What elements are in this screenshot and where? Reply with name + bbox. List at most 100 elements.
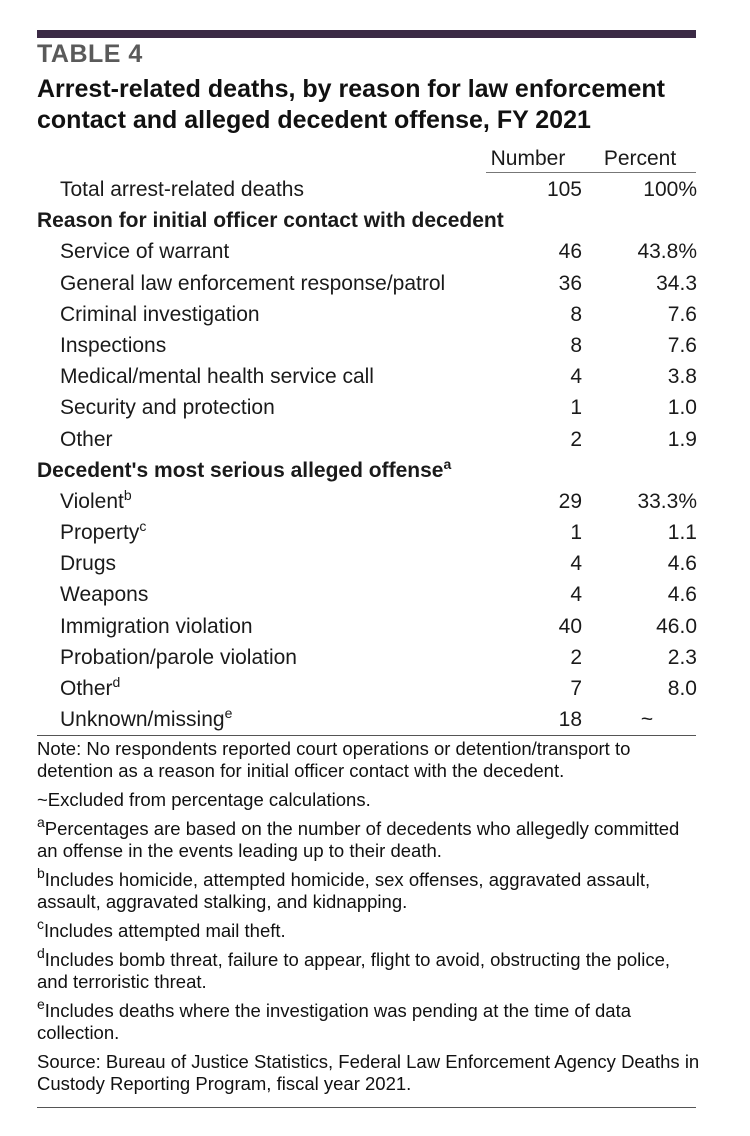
row-label: General law enforcement response/patrol [60, 268, 445, 299]
footnotes: Note: No respondents reported court oper… [37, 738, 702, 1102]
row-label-text: Other [60, 677, 113, 700]
row-label-text: Drugs [60, 552, 117, 576]
row-label: Total arrest-related deaths [60, 174, 304, 205]
table-label: TABLE 4 [37, 40, 143, 68]
row-label-text: Medical/mental health service call [60, 365, 374, 389]
row-label-text: Inspections [60, 333, 167, 357]
number-cell: 40 [558, 614, 582, 638]
footnote-marker: c [139, 518, 147, 535]
row-label: Criminal investigation [60, 299, 260, 330]
footnote-marker: c [37, 916, 44, 932]
row-label-text: Violent [60, 489, 124, 513]
row-label: Probation/parole violation [60, 642, 297, 673]
percent-cell: 4.6 [667, 583, 697, 607]
table-row: Total arrest-related deaths 105 100% [37, 174, 697, 205]
number-cell: 18 [558, 708, 582, 732]
footnote-marker: d [112, 674, 121, 690]
footnote: Note: No respondents reported court oper… [37, 738, 702, 782]
percent-cell: 8.0 [667, 677, 697, 700]
number-cell: 36 [558, 271, 582, 295]
row-label-text: Total arrest-related deaths [60, 178, 304, 201]
table-bottom-rule [37, 735, 696, 736]
row-label: Security and protection [60, 392, 275, 423]
footnotes-bottom-rule [37, 1107, 696, 1108]
percent-cell: 43.8% [637, 240, 697, 264]
row-label: Other [60, 424, 113, 455]
row-label: Decedent's most serious alleged offensea [37, 455, 451, 486]
number-cell: 2 [570, 427, 582, 451]
row-label-text: Decedent's most serious alleged offense [37, 458, 444, 482]
row-label: Weapons [60, 579, 148, 610]
footnote-text: Includes bomb threat, failure to appear,… [37, 949, 671, 992]
number-cell: 8 [570, 333, 582, 357]
number-cell: 105 [546, 178, 582, 201]
table-row: Weapons 4 4.6 [37, 579, 697, 610]
footnote: Source: Bureau of Justice Statistics, Fe… [37, 1051, 702, 1095]
footnote-marker: b [37, 865, 45, 881]
table-row: Medical/mental health service call 4 3.8 [37, 361, 697, 392]
number-cell: 4 [570, 552, 582, 576]
footnote-text: Source: Bureau of Justice Statistics, Fe… [37, 1051, 700, 1094]
footnote: ~Excluded from percentage calculations. [37, 789, 702, 811]
percent-cell: 33.3% [637, 489, 697, 513]
percent-cell: 34.3 [656, 271, 697, 295]
row-label-text: Service of warrant [60, 240, 230, 264]
footnote-marker: e [37, 996, 45, 1012]
row-label-text: Reason for initial officer contact with … [37, 209, 504, 233]
row-label: Violentb [60, 486, 132, 517]
percent-cell: 1.0 [667, 396, 697, 420]
row-label-text: Probation/parole violation [60, 645, 297, 669]
footnote-text: Includes deaths where the investigation … [37, 1000, 632, 1043]
row-label: Service of warrant [60, 236, 229, 267]
number-cell: 1 [570, 521, 582, 545]
number-cell: 29 [558, 489, 582, 513]
row-label-text: Immigration violation [60, 614, 253, 638]
percent-cell: 1.1 [667, 521, 697, 545]
footnote-text: Includes homicide, attempted homicide, s… [37, 869, 651, 912]
number-cell: 4 [570, 365, 582, 389]
table-row: Immigration violation 40 46.0 [37, 611, 697, 642]
percent-cell: 100% [643, 178, 697, 201]
percent-cell: 2.3 [667, 645, 697, 669]
percent-cell: 7.6 [667, 302, 697, 326]
number-cell: 2 [570, 645, 582, 669]
table-row: General law enforcement response/patrol 3… [37, 268, 697, 299]
percent-cell: 1.9 [667, 427, 697, 451]
header-rule [486, 172, 696, 173]
number-cell: 4 [570, 583, 582, 607]
percent-cell: 4.6 [667, 552, 697, 576]
column-header-percent: Percent [603, 147, 677, 170]
row-label: Medical/mental health service call [60, 361, 374, 392]
footnote-text: Percentages are based on the number of d… [37, 818, 680, 861]
number-cell: 46 [558, 240, 582, 264]
table-row: Violentb 29 33.3% [37, 486, 697, 517]
table-row: Unknown/missinge 18 ~ [37, 704, 697, 735]
number-cell: 8 [570, 302, 582, 326]
row-label-text: Criminal investigation [60, 302, 260, 326]
footnote-text: Includes attempted mail theft. [44, 920, 286, 941]
top-rule [37, 30, 696, 38]
section-header-row: Reason for initial officer contact with … [37, 205, 697, 236]
percent-cell: ~ [640, 708, 654, 732]
table-row: Probation/parole violation 2 2.3 [37, 642, 697, 673]
row-label: Unknown/missinge [60, 704, 232, 735]
table-row: Service of warrant 46 43.8% [37, 236, 697, 267]
table-row: Drugs 4 4.6 [37, 548, 697, 579]
footnote-marker: e [224, 705, 233, 722]
table-row: Inspections 8 7.6 [37, 330, 697, 361]
footnote: bIncludes homicide, attempted homicide, … [37, 866, 702, 913]
table-row: Security and protection 1 1.0 [37, 392, 697, 423]
percent-cell: 46.0 [656, 614, 697, 638]
percent-cell: 3.8 [667, 365, 697, 389]
table-row: Otherd 7 8.0 [37, 673, 697, 704]
column-header-number: Number [490, 147, 566, 170]
footnote: eIncludes deaths where the investigation… [37, 997, 702, 1044]
row-label-text: Other [60, 427, 113, 451]
table-row: Propertyc 1 1.1 [37, 517, 697, 548]
footnote: aPercentages are based on the number of … [37, 815, 702, 862]
table-title: Arrest-related deaths, by reason for law… [37, 75, 665, 134]
row-label: Immigration violation [60, 611, 253, 642]
number-cell: 1 [570, 396, 582, 420]
row-label-text: Weapons [60, 583, 149, 607]
